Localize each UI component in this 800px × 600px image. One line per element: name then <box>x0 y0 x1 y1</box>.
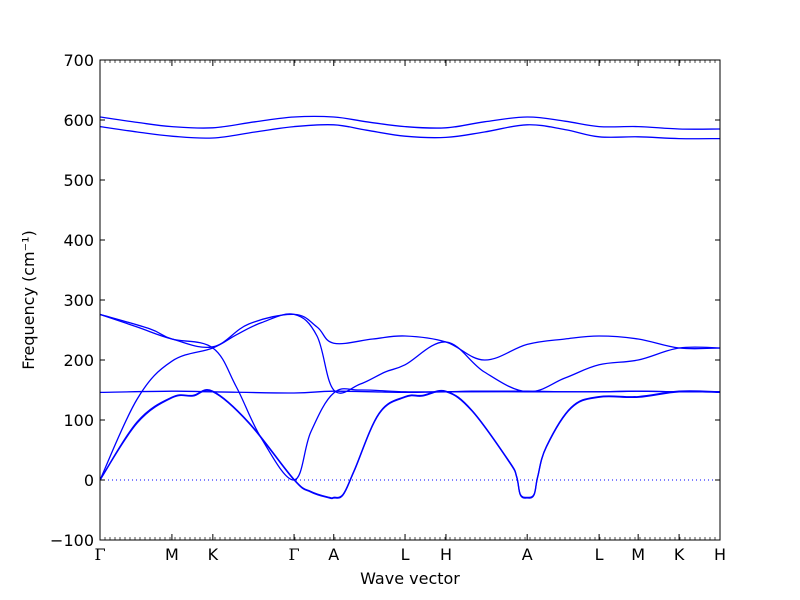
x-tick-label: K <box>208 545 219 564</box>
band-line-2 <box>100 389 720 499</box>
x-tick-label: M <box>631 545 645 564</box>
y-axis-label: Frequency (cm⁻¹) <box>19 230 38 369</box>
y-tick-label: 600 <box>63 111 94 130</box>
y-tick-label: 700 <box>63 51 94 70</box>
y-tick-label: 200 <box>63 351 94 370</box>
band-line-8 <box>100 115 720 130</box>
x-tick-label: M <box>165 545 179 564</box>
y-tick-label: 500 <box>63 171 94 190</box>
band-lines <box>100 115 720 500</box>
x-tick-label: L <box>595 545 604 564</box>
x-tick-label: H <box>714 545 726 564</box>
y-tick-label: 300 <box>63 291 94 310</box>
band-line-5 <box>100 390 720 394</box>
y-tick-label: −100 <box>50 531 94 550</box>
y-tick-label: 0 <box>84 471 94 490</box>
band-line-6 <box>100 313 720 361</box>
y-tick-label: 100 <box>63 411 94 430</box>
x-axis-label: Wave vector <box>360 569 460 588</box>
y-tick-labels: −100 0 100 200 300 400 500 600 700 <box>50 51 94 550</box>
x-tick-label: K <box>674 545 685 564</box>
x-tick-label: A <box>328 545 339 564</box>
x-tick-label: H <box>440 545 452 564</box>
x-tick-label: Γ <box>94 545 105 564</box>
x-tick-label: Γ <box>289 545 300 564</box>
y-tick-label: 400 <box>63 231 94 250</box>
x-tick-label: A <box>522 545 533 564</box>
plot-frame <box>99 59 721 541</box>
x-tick-label: L <box>401 545 410 564</box>
band-line-7 <box>100 123 720 140</box>
